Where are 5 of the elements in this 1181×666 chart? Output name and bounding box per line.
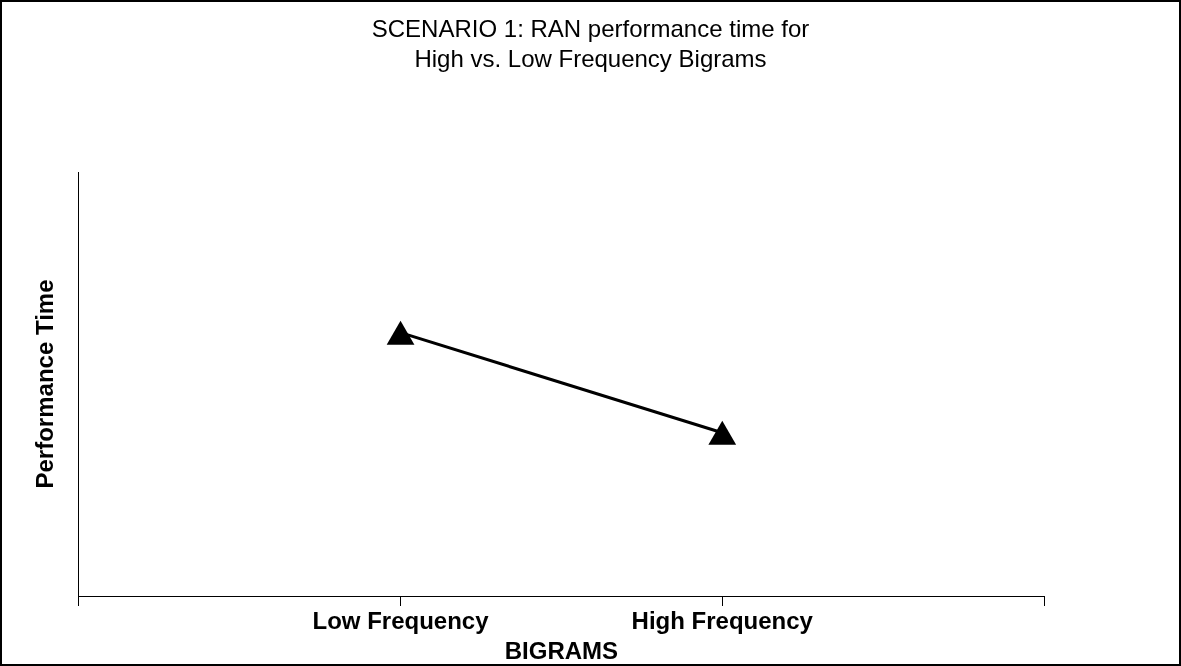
x-axis-title: BIGRAMS [504,636,619,664]
x-tick-label: High Frequency [631,606,814,634]
y-axis-title: Performance Time [31,279,59,489]
x-tick-label: Low Frequency [312,606,490,634]
chart-title: SCENARIO 1: RAN performance time for High vs. Low Frequency Bigrams [370,14,811,74]
